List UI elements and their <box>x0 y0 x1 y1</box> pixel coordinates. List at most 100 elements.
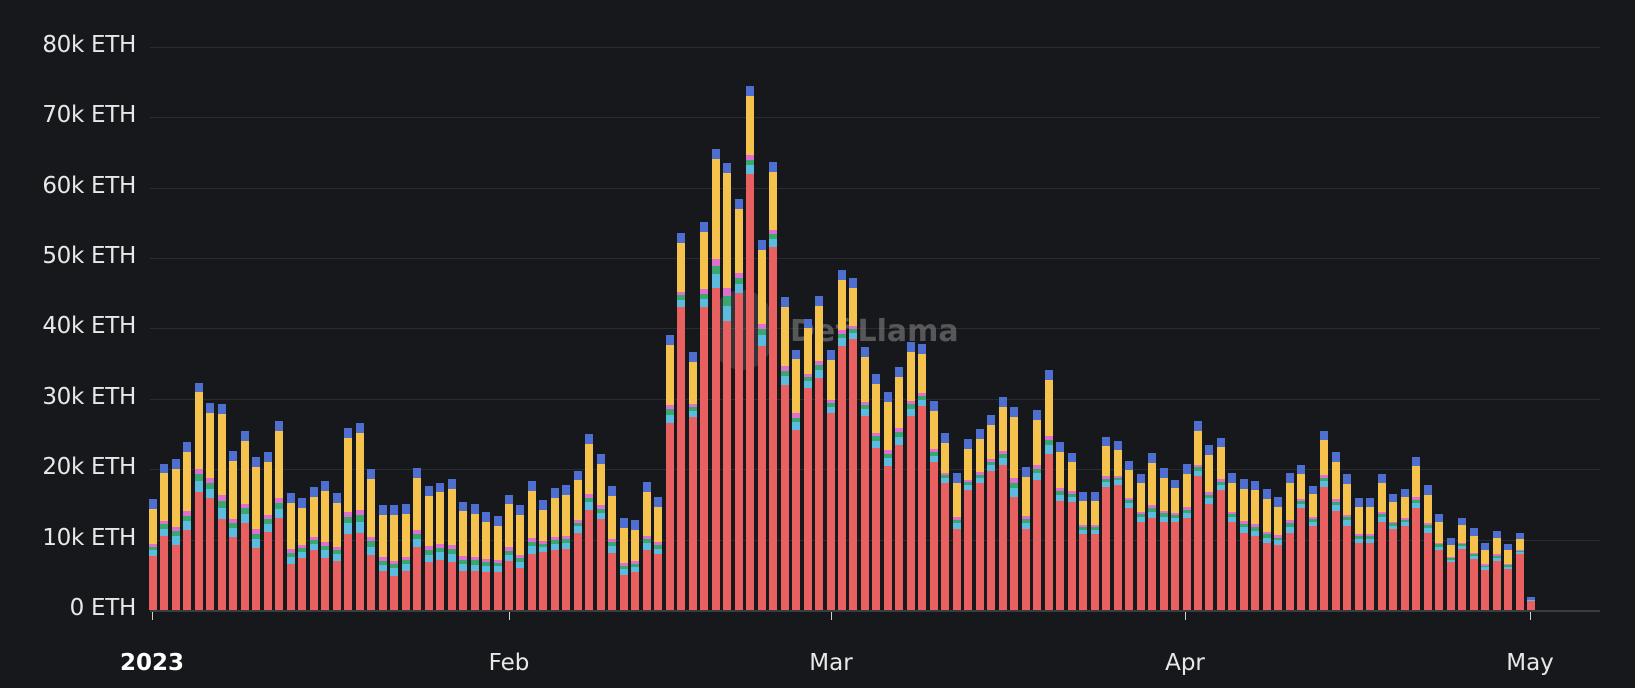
bar[interactable] <box>286 493 295 610</box>
bar[interactable] <box>550 488 559 610</box>
bar[interactable] <box>883 391 892 610</box>
bar[interactable] <box>516 505 525 610</box>
bar[interactable] <box>838 270 846 610</box>
bar[interactable] <box>447 479 456 610</box>
bar[interactable] <box>1504 543 1513 610</box>
bar[interactable] <box>1262 488 1271 610</box>
bar[interactable] <box>619 517 628 610</box>
bar[interactable] <box>1412 456 1421 610</box>
bar[interactable] <box>1251 480 1260 610</box>
bar[interactable] <box>596 453 605 610</box>
bar[interactable] <box>826 350 835 610</box>
bar[interactable] <box>1297 465 1306 610</box>
bar[interactable] <box>780 296 789 610</box>
bar[interactable] <box>1285 472 1294 610</box>
bar[interactable] <box>401 503 410 610</box>
bar[interactable] <box>459 501 468 610</box>
bar[interactable] <box>1056 441 1065 610</box>
bar[interactable] <box>608 486 617 610</box>
bar[interactable] <box>585 434 594 610</box>
bar[interactable] <box>229 450 238 610</box>
bar[interactable] <box>1377 474 1386 610</box>
bar[interactable] <box>1171 479 1180 610</box>
bar[interactable] <box>378 505 387 610</box>
bar[interactable] <box>493 516 502 610</box>
bar[interactable] <box>217 403 226 610</box>
bar[interactable] <box>1423 485 1432 610</box>
bar[interactable] <box>654 497 663 610</box>
bar[interactable] <box>390 505 399 610</box>
bar[interactable] <box>1228 473 1237 610</box>
bar[interactable] <box>562 485 571 610</box>
bar[interactable] <box>1182 464 1191 610</box>
bar[interactable] <box>1113 441 1122 610</box>
bar[interactable] <box>1033 410 1042 610</box>
bar[interactable] <box>918 343 927 610</box>
bar[interactable] <box>1079 492 1088 610</box>
bar[interactable] <box>298 498 307 610</box>
bar[interactable] <box>149 498 157 610</box>
bar[interactable] <box>1216 437 1225 610</box>
bar[interactable] <box>665 335 674 610</box>
bar[interactable] <box>941 433 950 610</box>
bar[interactable] <box>792 349 801 610</box>
bar[interactable] <box>355 422 364 610</box>
bar[interactable] <box>504 494 513 610</box>
bar[interactable] <box>1354 498 1363 610</box>
bar[interactable] <box>964 438 973 610</box>
bar[interactable] <box>734 198 743 610</box>
bar[interactable] <box>367 469 376 610</box>
bar[interactable] <box>171 458 180 610</box>
bar[interactable] <box>1492 530 1501 610</box>
bar[interactable] <box>470 503 479 610</box>
bar[interactable] <box>436 482 445 610</box>
bar[interactable] <box>424 486 433 610</box>
bar[interactable] <box>527 481 536 610</box>
bar[interactable] <box>711 148 720 610</box>
bar[interactable] <box>849 277 858 610</box>
bar[interactable] <box>1331 451 1340 610</box>
bar[interactable] <box>688 352 697 610</box>
bar[interactable] <box>1239 479 1248 610</box>
bar[interactable] <box>1527 596 1535 610</box>
bar[interactable] <box>746 86 755 610</box>
bar[interactable] <box>1481 543 1490 610</box>
bar[interactable] <box>987 415 996 610</box>
bar[interactable] <box>929 400 938 610</box>
bar[interactable] <box>240 431 249 610</box>
bar[interactable] <box>1010 407 1019 610</box>
bar[interactable] <box>206 403 215 610</box>
bar[interactable] <box>1159 467 1168 610</box>
bar[interactable] <box>344 427 353 610</box>
bar[interactable] <box>1090 492 1099 610</box>
bar[interactable] <box>1343 474 1352 610</box>
bar[interactable] <box>631 519 640 610</box>
bar[interactable] <box>757 240 766 610</box>
bar[interactable] <box>1021 467 1030 610</box>
bar[interactable] <box>252 457 261 610</box>
bar[interactable] <box>700 222 709 610</box>
bar[interactable] <box>1193 421 1202 610</box>
bar[interactable] <box>160 463 169 610</box>
bar[interactable] <box>332 493 341 610</box>
bar[interactable] <box>872 374 881 610</box>
bar[interactable] <box>1274 497 1283 610</box>
bar[interactable] <box>769 162 778 610</box>
bar[interactable] <box>1320 430 1329 610</box>
bar[interactable] <box>573 470 582 610</box>
bar[interactable] <box>803 318 812 610</box>
bar[interactable] <box>815 296 824 610</box>
bar[interactable] <box>1205 445 1214 610</box>
bar[interactable] <box>183 442 192 610</box>
bar[interactable] <box>1136 474 1145 610</box>
bar[interactable] <box>1435 514 1444 610</box>
bar[interactable] <box>1446 538 1455 610</box>
bar[interactable] <box>952 472 961 610</box>
bar[interactable] <box>309 486 318 610</box>
bar[interactable] <box>1389 493 1398 610</box>
bar[interactable] <box>642 481 651 610</box>
bar[interactable] <box>1469 528 1478 610</box>
bar[interactable] <box>677 232 686 610</box>
bar[interactable] <box>1308 486 1317 610</box>
bar[interactable] <box>1458 517 1467 610</box>
